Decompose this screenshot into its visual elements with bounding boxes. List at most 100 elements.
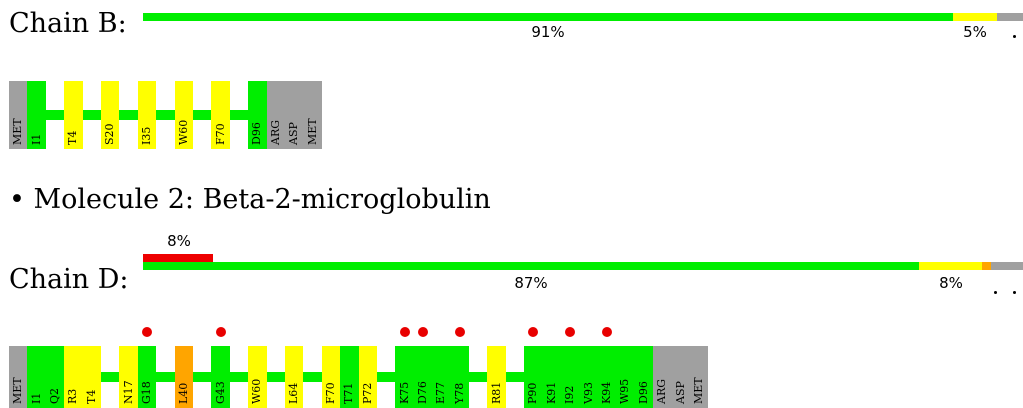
- chain-b-gray-segment: [997, 13, 1023, 21]
- outlier-marker: [602, 327, 612, 337]
- residue-label: D96: [250, 122, 264, 145]
- residue-label: I35: [140, 126, 153, 145]
- residue-box-i1: [27, 346, 46, 408]
- residue-label: W60: [250, 378, 264, 404]
- residue-label: T4: [66, 130, 80, 145]
- chain-d-dot-mark: [994, 291, 997, 294]
- chain-d-red-segment: [143, 254, 213, 262]
- chain-d-yellow-segment: [919, 262, 982, 270]
- residue-box-v93: [579, 346, 598, 408]
- residue-box-p90: [524, 346, 543, 408]
- residue-label: S20: [103, 123, 117, 145]
- residue-box-i1: [27, 81, 46, 149]
- residue-box-t4: [82, 346, 101, 408]
- outlier-marker: [142, 327, 152, 337]
- residue-box-r3: [64, 346, 83, 408]
- residue-label: K91: [544, 381, 558, 404]
- residue-box-d96: [634, 346, 653, 408]
- residue-box-w95: [616, 346, 635, 408]
- residue-box-p72: [358, 346, 377, 408]
- residue-label: ASP: [673, 381, 687, 404]
- residue-label: E77: [434, 381, 448, 404]
- chain-b-yellow-segment: [953, 13, 997, 21]
- residue-label: I1: [29, 133, 43, 145]
- residue-box-k91: [542, 346, 561, 408]
- chain-d-gray-segment: [991, 262, 1023, 270]
- residue-label: G18: [140, 381, 153, 404]
- residue-label: I1: [29, 392, 43, 404]
- residue-label: F70: [213, 123, 227, 145]
- residue-box-w60: [248, 346, 267, 408]
- chain-b-label: Chain B:: [9, 8, 127, 39]
- residue-box-w60: [174, 81, 193, 149]
- residue-box-g18: [137, 346, 157, 408]
- residue-label: Y78: [452, 382, 466, 404]
- residue-label: ARG: [655, 378, 669, 404]
- residue-label: K94: [600, 381, 613, 404]
- residue-box-met: [303, 81, 322, 149]
- residue-box-t71: [340, 346, 359, 408]
- residue-box-d76: [413, 346, 433, 408]
- chain-b-green-percent: 91%: [531, 23, 565, 41]
- residue-label: R3: [66, 388, 80, 404]
- residue-label: MET: [305, 118, 319, 145]
- residue-box-met: [9, 81, 28, 149]
- outlier-marker: [528, 327, 539, 337]
- residue-label: G43: [213, 381, 227, 404]
- outlier-marker: [418, 327, 428, 337]
- residue-label: P90: [526, 382, 540, 404]
- residue-box-k75: [395, 346, 414, 408]
- residue-label: K75: [397, 381, 411, 404]
- chain-d-green-percent: 87%: [514, 274, 548, 292]
- residue-label: ASP: [287, 122, 301, 145]
- residue-box-y78: [450, 346, 469, 408]
- chain-d-green-segment: [143, 262, 919, 270]
- residue-label: F70: [324, 382, 337, 404]
- outlier-marker: [215, 327, 226, 337]
- residue-box-e77: [432, 346, 451, 408]
- residue-box-d96: [248, 81, 267, 149]
- residue-box-asp: [285, 81, 304, 149]
- residue-box-f70: [211, 81, 230, 149]
- residue-box-f70: [321, 346, 341, 408]
- residue-label: D76: [416, 381, 429, 404]
- residue-box-met: [9, 346, 28, 408]
- molecule-2-heading: • Molecule 2: Beta-2-microglobulin: [9, 184, 491, 215]
- residue-label: D96: [636, 381, 650, 404]
- outlier-marker: [454, 327, 465, 337]
- residue-label: L64: [287, 382, 301, 404]
- residue-label: Q2: [48, 387, 61, 404]
- residue-label: I92: [563, 385, 577, 404]
- residue-label: R81: [489, 381, 503, 404]
- residue-box-i35: [137, 81, 157, 149]
- residue-box-t4: [64, 81, 83, 149]
- chain-b-green-segment: [143, 13, 953, 21]
- residue-box-q2: [45, 346, 65, 408]
- residue-label: P72: [360, 382, 374, 404]
- chain-d-dot-mark: [1013, 291, 1016, 294]
- residue-label: W60: [176, 119, 190, 145]
- residue-label: MET: [11, 377, 25, 404]
- residue-label: ARG: [268, 119, 282, 145]
- residue-box-r81: [487, 346, 506, 408]
- residue-box-s20: [101, 81, 120, 149]
- residue-box-k94: [597, 346, 617, 408]
- residue-label: L40: [176, 382, 190, 404]
- outlier-marker: [565, 327, 576, 337]
- residue-box-l40: [174, 346, 193, 408]
- residue-box-arg: [653, 346, 672, 408]
- chain-d-orange-segment: [982, 262, 991, 270]
- outlier-marker: [399, 327, 410, 337]
- chain-d-red-percent: 8%: [167, 232, 191, 250]
- residue-label: MET: [692, 377, 705, 404]
- residue-box-asp: [671, 346, 690, 408]
- sequence-backbone-line: [9, 110, 322, 120]
- chain-d-label: Chain D:: [9, 264, 129, 295]
- chain-d-yellow-percent: 8%: [939, 274, 963, 292]
- residue-box-arg: [266, 81, 285, 149]
- residue-label: T4: [84, 389, 98, 404]
- residue-box-n17: [119, 346, 138, 408]
- residue-box-l64: [285, 346, 304, 408]
- residue-label: V93: [581, 382, 595, 404]
- residue-box-g43: [211, 346, 230, 408]
